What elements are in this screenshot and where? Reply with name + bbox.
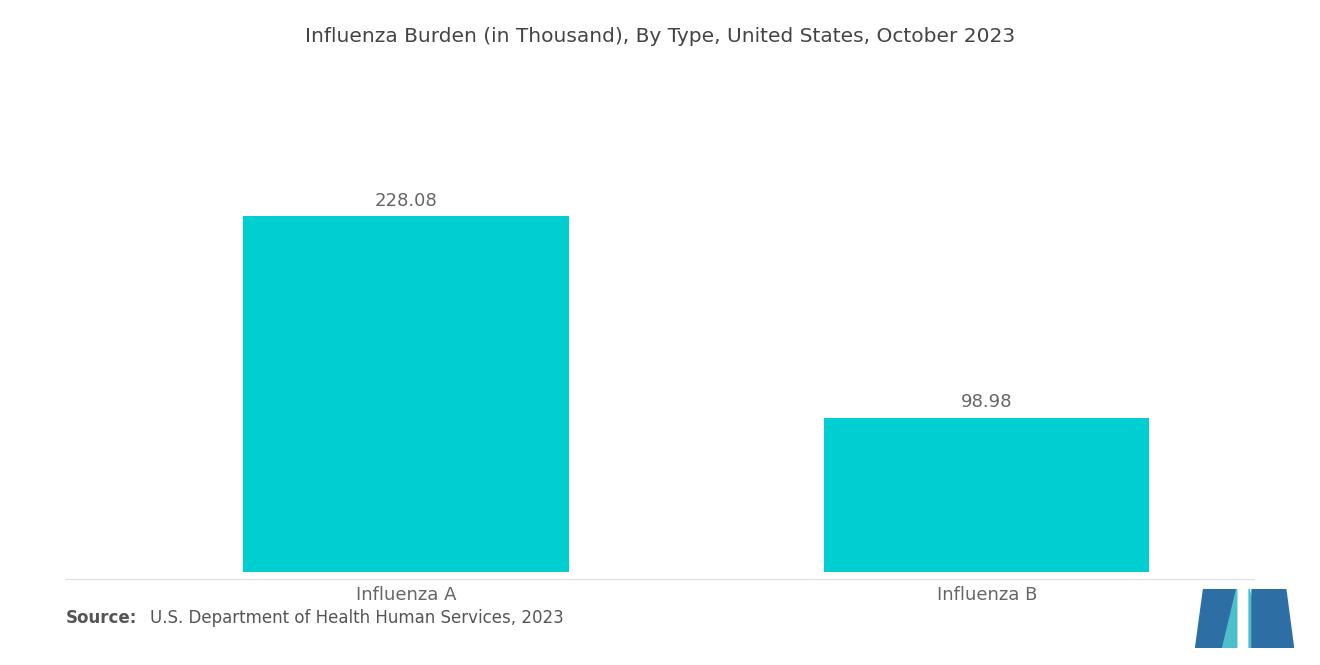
Polygon shape <box>1195 589 1236 648</box>
Bar <box>243 216 569 572</box>
Polygon shape <box>1251 589 1294 648</box>
Text: Source:: Source: <box>66 609 137 628</box>
Polygon shape <box>1249 589 1265 648</box>
Bar <box>824 418 1150 572</box>
Text: 98.98: 98.98 <box>961 393 1012 412</box>
Text: U.S. Department of Health Human Services, 2023: U.S. Department of Health Human Services… <box>150 609 564 628</box>
Polygon shape <box>1222 589 1236 648</box>
Text: 228.08: 228.08 <box>375 192 437 210</box>
Text: Influenza Burden (in Thousand), By Type, United States, October 2023: Influenza Burden (in Thousand), By Type,… <box>305 27 1015 46</box>
